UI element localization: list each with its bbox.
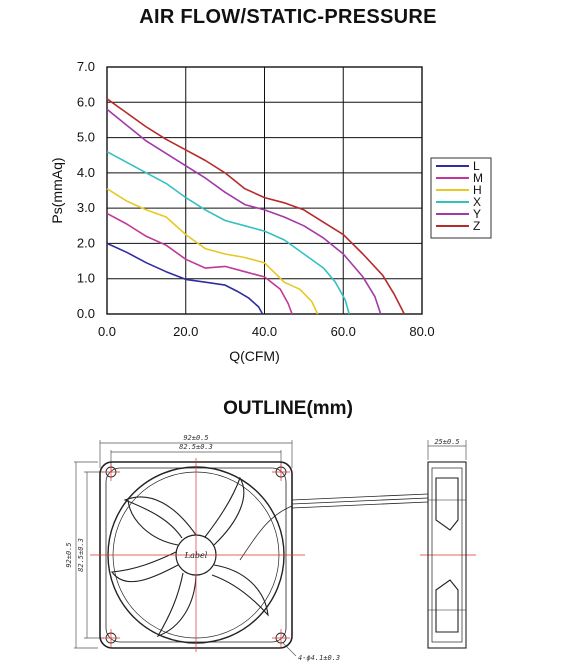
x-tick-label: 40.0 [252, 324, 277, 339]
dim-width-hole: 82.5±0.3 [179, 443, 213, 451]
dim-depth: 25±0.5 [434, 438, 459, 446]
series-line-h [106, 188, 319, 315]
x-axis-label: Q(CFM) [229, 348, 280, 364]
y-tick-label: 7.0 [77, 59, 95, 74]
y-axis-label: Ps(mmAq) [49, 157, 65, 223]
plot-frame [106, 66, 423, 315]
fan-label: Label [184, 551, 208, 560]
x-tick-label: 80.0 [409, 324, 434, 339]
x-tick-label: 20.0 [173, 324, 198, 339]
legend-box [430, 157, 492, 239]
y-tick-label: 1.0 [77, 271, 95, 286]
series-line-l [106, 242, 264, 315]
y-tick-label: 6.0 [77, 94, 95, 109]
y-tick-label: 5.0 [77, 130, 95, 145]
y-tick-label: 0.0 [77, 306, 95, 321]
legend-label-x: X [473, 195, 481, 209]
dimension-labels: 92±0.5 82.5±0.3 25±0.5 92±0.5 82.5±0.3 4… [65, 434, 460, 662]
legend-label-z: Z [473, 219, 480, 233]
series-line-y [106, 108, 382, 315]
series-line-x [106, 150, 350, 315]
dim-height-hole: 82.5±0.3 [77, 538, 85, 572]
legend-label-y: Y [473, 207, 481, 221]
y-tick-label: 2.0 [77, 235, 95, 250]
fan-front-view [99, 461, 429, 649]
legend-label-l: L [473, 159, 480, 173]
x-tick-label: 60.0 [331, 324, 356, 339]
legend-label-m: M [473, 171, 483, 185]
dim-width-outer: 92±0.5 [183, 434, 208, 442]
series-line-z [106, 98, 406, 315]
dim-mount-holes: 4-ϕ4.1±0.3 [298, 654, 340, 662]
x-tick-label: 0.0 [98, 324, 116, 339]
fan-side-view [427, 461, 467, 649]
chart-title: AIR FLOW/STATIC-PRESSURE [139, 6, 437, 28]
outline-title: OUTLINE(mm) [223, 398, 353, 419]
dim-height-outer: 92±0.5 [65, 542, 73, 567]
legend-label-h: H [473, 183, 482, 197]
y-tick-label: 4.0 [77, 165, 95, 180]
airflow-chart: 0.0 20.0 40.0 60.0 80.0 0.0 1.0 2.0 3.0 4.0 5.0 6.0… [49, 59, 492, 364]
series-line-m [106, 212, 293, 315]
y-tick-label: 3.0 [77, 200, 95, 215]
